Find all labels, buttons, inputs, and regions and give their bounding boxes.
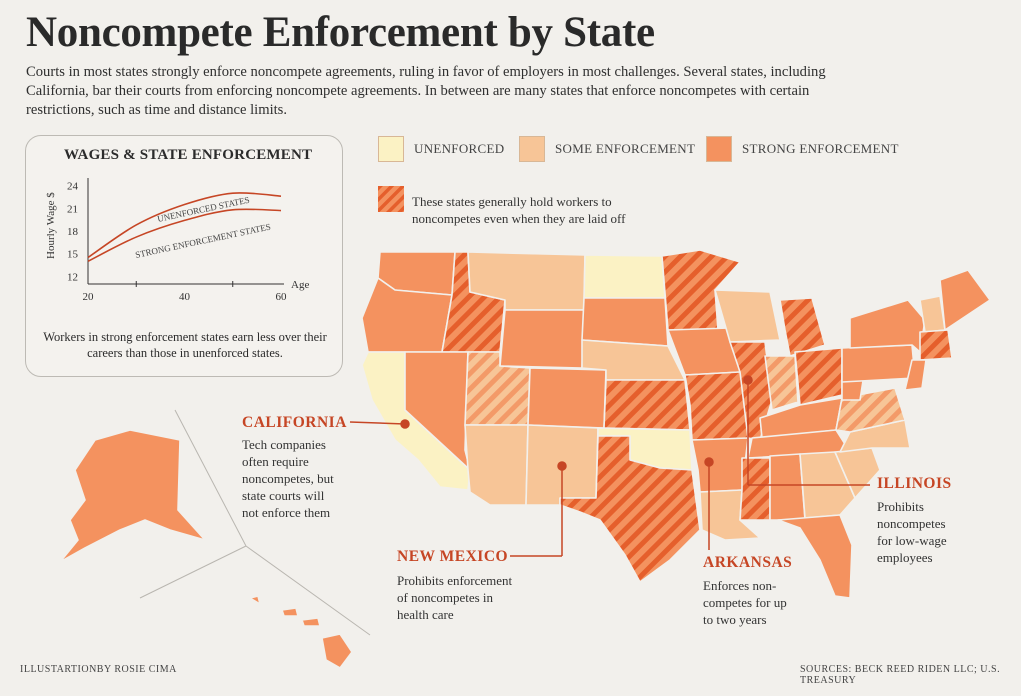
legend-label-some: SOME ENFORCEMENT — [555, 141, 696, 156]
callout-new-mexico-body: Prohibits enforcement of noncompetes in … — [397, 572, 512, 623]
callout-california-line: state courts will — [242, 488, 325, 503]
callout-illinois-body: Prohibits noncompetes for low-wage emplo… — [877, 498, 947, 566]
legend-swatch-unenforced — [378, 136, 404, 162]
callout-illinois-line: employees — [877, 550, 933, 565]
callout-arkansas-line: Enforces non- — [703, 578, 777, 593]
y-tick-label: 21 — [67, 203, 78, 215]
callout-new-mexico-line: of noncompetes in — [397, 590, 494, 605]
legend-strong: STRONG ENFORCEMENT — [706, 136, 899, 162]
state-indiana — [764, 355, 799, 411]
state-mississippi — [739, 457, 771, 521]
y-tick-label: 18 — [67, 226, 79, 238]
x-tick-label: 60 — [276, 291, 288, 303]
wage-chart-panel: WAGES & STATE ENFORCEMENT 12 15 18 21 24 20 40… — [25, 135, 343, 377]
callout-california-line: not enforce them — [242, 505, 331, 520]
intro-text: Courts in most states strongly enforce n… — [26, 64, 826, 118]
marker-california — [400, 419, 410, 429]
legend-hatch-note: These states generally hold workers to n… — [412, 193, 625, 227]
wage-chart-title: WAGES & STATE ENFORCEMENT — [64, 147, 313, 163]
callout-new-mexico-line: Prohibits enforcement — [397, 573, 513, 588]
callout-california-title: CALIFORNIA — [242, 414, 347, 431]
state-colorado — [527, 367, 607, 429]
state-maine — [939, 269, 991, 331]
state-texas — [559, 435, 701, 583]
series-line — [87, 208, 282, 263]
state-hawaii — [249, 595, 353, 669]
state-michigan — [779, 297, 826, 357]
state-kansas — [603, 379, 691, 431]
callout-california-line: Tech companies — [242, 437, 326, 452]
callout-illinois-line: noncompetes — [877, 516, 946, 531]
source-credit: SOURCES: BECK REED RIDEN LLC; U.S. TREAS… — [800, 664, 1001, 686]
marker-new-mexico — [557, 461, 567, 471]
state-wyoming — [499, 309, 585, 369]
callout-illinois-line: Prohibits — [877, 499, 924, 514]
legend-swatch-hatched — [378, 186, 404, 212]
callout-arkansas-body: Enforces non- competes for up to two yea… — [703, 577, 787, 628]
inset-divider-2 — [139, 545, 247, 599]
state-alaska — [59, 429, 206, 563]
x-axis-label: Age — [291, 279, 309, 291]
state-wisconsin — [714, 289, 781, 343]
state-ohio — [794, 347, 843, 406]
callout-california-line: noncompetes, but — [242, 471, 334, 486]
y-tick-label: 12 — [67, 271, 78, 283]
state-florida — [777, 514, 853, 599]
legend-hatch-line2: noncompetes even when they are laid off — [412, 211, 626, 226]
y-tick-label: 24 — [67, 181, 79, 193]
state-new-jersey-md — [904, 359, 927, 391]
callout-new-mexico-title: NEW MEXICO — [397, 548, 509, 565]
legend-swatch-some — [519, 136, 545, 162]
callout-california-line: often require — [242, 454, 309, 469]
callout-arkansas-line: competes for up — [703, 595, 787, 610]
inset-divider-3 — [245, 545, 371, 636]
y-tick-label: 15 — [67, 249, 79, 261]
legend-hatch-line1: These states generally hold workers to — [412, 194, 612, 209]
illustration-credit: ILLUSTARTIONBY ROSIE CIMA — [20, 664, 177, 675]
state-arkansas — [691, 437, 749, 493]
callout-new-mexico-line: health care — [397, 607, 454, 622]
state-vermont-nh — [919, 295, 946, 333]
state-north-dakota — [583, 254, 666, 299]
state-arizona — [464, 424, 529, 506]
callout-arkansas-title: ARKANSAS — [703, 554, 793, 571]
inset-divider-1 — [174, 409, 247, 547]
state-pennsylvania — [841, 344, 916, 383]
callout-illinois-line: for low-wage — [877, 533, 947, 548]
state-new-york — [849, 299, 926, 353]
state-massachusetts-ct — [919, 329, 953, 361]
legend-some: SOME ENFORCEMENT — [519, 136, 695, 162]
leader-california — [349, 421, 406, 425]
series-line — [87, 192, 282, 259]
state-alabama — [769, 453, 806, 521]
x-tick-label: 40 — [179, 291, 191, 303]
y-axis-label: Hourly Wage $ — [45, 192, 57, 259]
legend-label-strong: STRONG ENFORCEMENT — [742, 141, 899, 156]
marker-arkansas — [704, 457, 714, 467]
state-south-dakota — [581, 297, 669, 347]
callout-illinois-title: ILLINOIS — [877, 475, 952, 492]
legend-unenforced: UNENFORCED — [378, 136, 504, 162]
page-title: Noncompete Enforcement by State — [26, 9, 655, 56]
legend-swatch-strong — [706, 136, 732, 162]
wage-chart-note: Workers in strong enforcement states ear… — [43, 330, 327, 360]
legend-label-unenforced: UNENFORCED — [414, 141, 505, 156]
marker-illinois — [743, 375, 753, 385]
x-tick-label: 20 — [83, 291, 95, 303]
callout-california-body: Tech companies often require noncompetes… — [242, 436, 334, 521]
callout-arkansas-line: to two years — [703, 612, 767, 627]
